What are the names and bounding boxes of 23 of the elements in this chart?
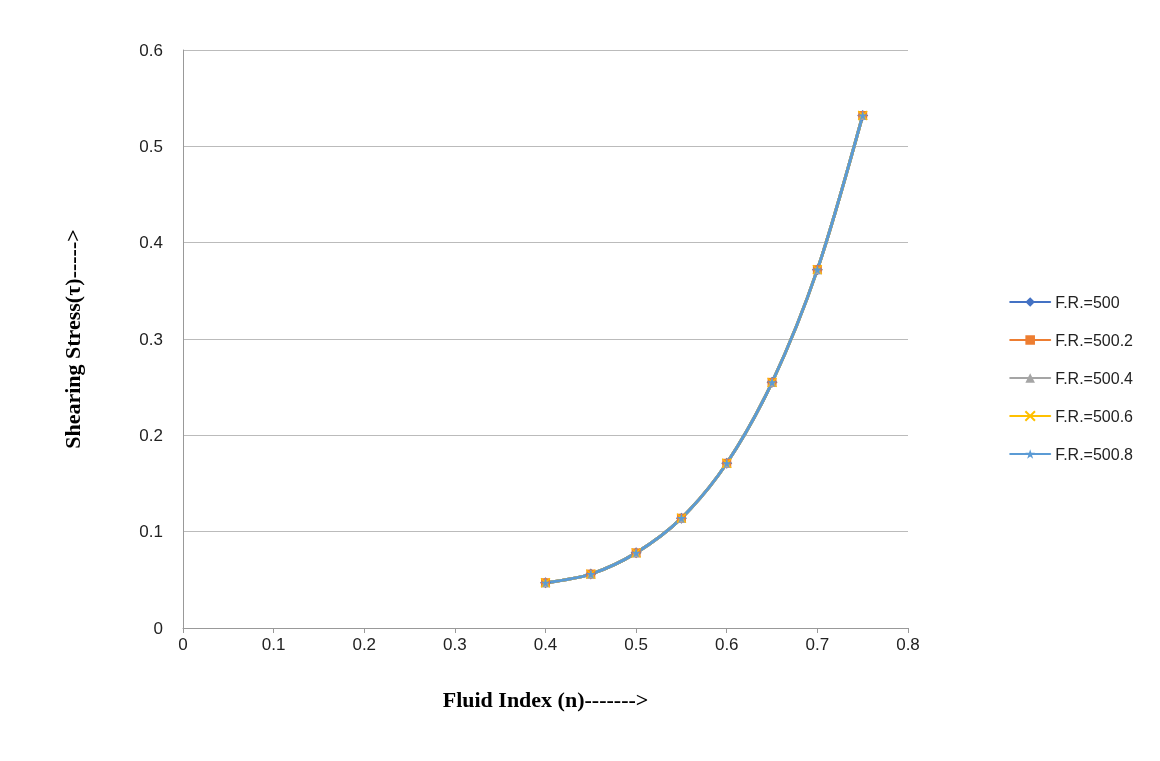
x-tick-label: 0.8 bbox=[896, 635, 920, 654]
y-axis-title: Shearing Stress(τ)-----> bbox=[59, 229, 85, 449]
x-tick-label: 0.4 bbox=[533, 635, 558, 654]
y-tick-label: 0.2 bbox=[139, 425, 163, 445]
legend-label: F.R.=500 bbox=[1055, 293, 1120, 311]
x-tick-label: 0.2 bbox=[352, 635, 377, 654]
legend-label: F.R.=500.6 bbox=[1055, 407, 1134, 425]
legend-label: F.R.=500.4 bbox=[1055, 369, 1134, 387]
y-tick-label: 0.4 bbox=[139, 233, 163, 253]
y-tick-label: 0.5 bbox=[139, 136, 163, 156]
y-tick-label: 0.6 bbox=[139, 40, 163, 60]
x-tick-label: 0.5 bbox=[624, 635, 648, 654]
legend-label: F.R.=500.8 bbox=[1055, 445, 1134, 463]
x-axis-title: Fluid Index (n)-------> bbox=[442, 686, 649, 712]
y-tick-label: 0 bbox=[153, 618, 163, 638]
x-tick-label: 0.7 bbox=[805, 635, 830, 654]
x-tick-label: 0.1 bbox=[261, 635, 286, 654]
legend-label: F.R.=500.2 bbox=[1055, 331, 1134, 349]
x-tick-label: 0.3 bbox=[443, 635, 467, 654]
x-tick-label: 0 bbox=[178, 635, 188, 654]
x-tick-label: 0.6 bbox=[714, 635, 739, 654]
y-tick-label: 0.1 bbox=[139, 522, 163, 542]
y-tick-label: 0.3 bbox=[139, 329, 163, 349]
